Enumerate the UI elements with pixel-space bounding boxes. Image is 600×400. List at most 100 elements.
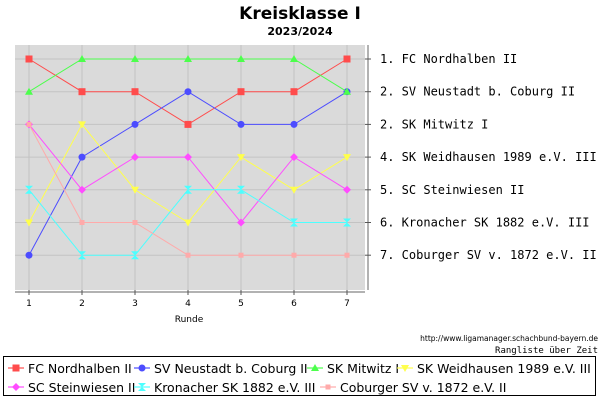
x-axis-label: Runde bbox=[175, 315, 204, 325]
rank-label-7: 7. Coburger SV v. 1872 e.V. II bbox=[380, 248, 597, 262]
series-1 bbox=[25, 55, 351, 128]
x-tick-label-1: 1 bbox=[26, 299, 32, 309]
data-point-7-4 bbox=[185, 252, 191, 258]
chart-subtitle: 2023/2024 bbox=[267, 25, 333, 38]
data-point-5-2 bbox=[78, 185, 86, 194]
data-point-5-5 bbox=[237, 218, 245, 227]
legend-swatch-2 bbox=[134, 364, 150, 372]
data-point-7-3 bbox=[132, 220, 138, 225]
legend-marker-7 bbox=[325, 384, 331, 390]
legend-swatch-5 bbox=[8, 383, 24, 391]
source-url: http://www.ligamanager.schachbund-bayern… bbox=[420, 334, 598, 343]
data-point-7-6 bbox=[291, 252, 297, 258]
data-point-1-7 bbox=[343, 55, 351, 63]
legend-item-2: SV Neustadt b. Coburg II bbox=[134, 359, 308, 377]
legend-item-3: SK Mitwitz I bbox=[307, 359, 399, 377]
legend-item-7: Coburger SV v. 1872 e.V. II bbox=[320, 378, 506, 396]
series-4 bbox=[25, 121, 351, 227]
rank-label-5: 5. SC Steinwiesen II bbox=[380, 183, 525, 197]
x-tick-label-6: 6 bbox=[291, 299, 297, 309]
data-point-3-7 bbox=[343, 87, 351, 95]
final-ranking-labels: 1. FC Nordhalben II 2. SV Neustadt b. Cob… bbox=[380, 52, 597, 262]
data-point-4-6 bbox=[290, 186, 298, 194]
x-tick-label-5: 5 bbox=[238, 299, 244, 309]
chart-caption: Rangliste über Zeit bbox=[495, 346, 598, 356]
series-5 bbox=[25, 120, 351, 227]
x-tick-label-2: 2 bbox=[79, 299, 85, 309]
data-point-3-4 bbox=[184, 55, 192, 62]
chart-title: Kreisklasse I bbox=[239, 4, 361, 24]
data-point-6-4 bbox=[184, 185, 192, 194]
data-point-2-6 bbox=[290, 120, 298, 128]
data-point-2-1 bbox=[25, 251, 33, 259]
legend-marker-6 bbox=[138, 383, 146, 391]
data-point-6-1 bbox=[25, 185, 33, 194]
legend-item-5: SC Steinwiesen II bbox=[8, 378, 135, 396]
series-2 bbox=[25, 88, 351, 259]
series-3 bbox=[25, 55, 351, 95]
x-tick-label-4: 4 bbox=[185, 299, 191, 309]
legend-label-5: SC Steinwiesen II bbox=[28, 379, 136, 395]
data-point-1-1 bbox=[25, 55, 33, 63]
data-point-4-5 bbox=[237, 154, 245, 162]
data-point-4-2 bbox=[78, 121, 86, 129]
data-point-5-3 bbox=[131, 153, 139, 162]
legend-marker-2 bbox=[138, 364, 146, 372]
legend-swatch-3 bbox=[307, 364, 323, 371]
data-point-3-3 bbox=[131, 55, 139, 62]
rank-label-4: 4. SK Weidhausen 1989 e.V. III bbox=[380, 150, 597, 164]
data-point-1-6 bbox=[290, 88, 298, 96]
data-point-2-3 bbox=[131, 120, 139, 128]
legend-swatch-7 bbox=[320, 384, 336, 390]
x-axis: 1 2 3 4 5 6 7 bbox=[15, 290, 365, 309]
data-point-5-6 bbox=[290, 153, 298, 162]
legend-label-4: SK Weidhausen 1989 e.V. III bbox=[417, 360, 591, 376]
data-point-7-2 bbox=[79, 220, 85, 225]
x-tick-label-3: 3 bbox=[132, 299, 138, 309]
data-point-3-6 bbox=[290, 55, 298, 62]
rank-label-3: 2. SK Mitwitz I bbox=[380, 117, 488, 131]
legend-label-3: SK Mitwitz I bbox=[327, 360, 400, 376]
legend-swatch-6 bbox=[134, 383, 150, 391]
data-point-6-6 bbox=[290, 218, 298, 227]
data-point-1-5 bbox=[237, 88, 245, 96]
data-point-4-4 bbox=[184, 219, 192, 227]
data-point-2-5 bbox=[237, 120, 245, 128]
data-point-6-2 bbox=[78, 251, 86, 260]
data-point-5-7 bbox=[343, 185, 351, 194]
data-point-3-2 bbox=[78, 55, 86, 62]
data-point-4-3 bbox=[131, 186, 139, 194]
data-point-2-4 bbox=[184, 88, 192, 96]
legend: FC Nordhalben II SV Neustadt b. Coburg II… bbox=[3, 356, 596, 396]
rank-label-2: 2. SV Neustadt b. Coburg II bbox=[380, 85, 575, 99]
legend-marker-4 bbox=[401, 365, 409, 372]
legend-item-1: FC Nordhalben II bbox=[8, 359, 132, 377]
data-point-2-2 bbox=[78, 153, 86, 161]
series-7 bbox=[26, 121, 350, 258]
data-point-7-1 bbox=[26, 121, 32, 127]
series-layer bbox=[25, 55, 351, 260]
data-point-4-1 bbox=[25, 219, 33, 227]
rank-label-6: 6. Kronacher SK 1882 e.V. III bbox=[380, 216, 590, 230]
legend-swatch-4 bbox=[397, 365, 413, 372]
legend-label-1: FC Nordhalben II bbox=[28, 360, 132, 376]
legend-swatch-1 bbox=[8, 364, 24, 372]
data-point-7-7 bbox=[344, 252, 350, 258]
data-point-1-3 bbox=[131, 88, 139, 96]
legend-label-7: Coburger SV v. 1872 e.V. II bbox=[340, 379, 507, 395]
data-point-6-3 bbox=[131, 251, 139, 260]
rank-label-1: 1. FC Nordhalben II bbox=[380, 52, 517, 66]
legend-marker-5 bbox=[12, 383, 20, 391]
x-tick-label-7: 7 bbox=[344, 299, 350, 309]
legend-item-4: SK Weidhausen 1989 e.V. III bbox=[397, 359, 591, 377]
data-point-4-7 bbox=[343, 154, 351, 162]
data-point-7-5 bbox=[238, 252, 244, 258]
data-point-3-5 bbox=[237, 55, 245, 62]
right-rank-axis bbox=[365, 45, 371, 290]
series-6 bbox=[25, 185, 351, 260]
legend-marker-3 bbox=[311, 364, 319, 371]
legend-item-6: Kronacher SK 1882 e.V. III bbox=[134, 378, 315, 396]
data-point-5-4 bbox=[184, 153, 192, 162]
data-point-6-7 bbox=[343, 218, 351, 227]
